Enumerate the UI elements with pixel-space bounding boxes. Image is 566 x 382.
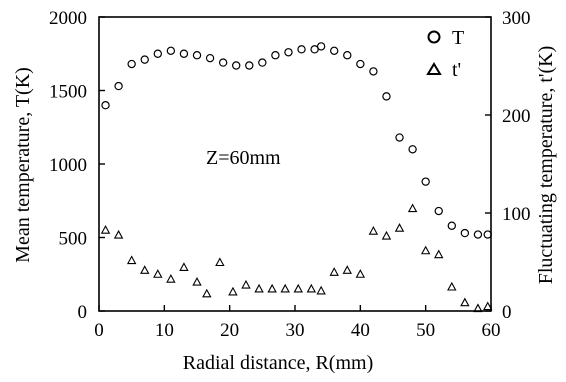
data-point-t	[114, 81, 123, 91]
data-point-t	[205, 53, 215, 63]
data-point-tprime	[407, 203, 418, 213]
data-point-tprime	[153, 269, 163, 278]
data-point-tprime	[267, 283, 277, 293]
data-point-t	[153, 49, 162, 58]
data-point-tprime	[355, 269, 366, 278]
plot-frame	[98, 16, 492, 312]
x-tick-label: 10	[155, 320, 174, 341]
legend-marker-t	[427, 30, 441, 44]
y2-tick-label: 100	[502, 204, 531, 225]
data-point-tprime	[329, 267, 339, 276]
y-tick-label: 500	[59, 229, 88, 250]
x-axis-title: Radial distance, R(mm)	[183, 352, 374, 374]
y2-tick-label: 300	[502, 8, 531, 29]
data-point-t	[483, 230, 492, 239]
data-point-t	[140, 55, 149, 64]
x-tick-label: 0	[94, 320, 104, 341]
legend-label-t: T	[452, 27, 464, 49]
data-point-t	[166, 46, 176, 56]
y-tick-label: 2000	[49, 8, 87, 29]
data-point-t	[369, 67, 378, 76]
data-point-tprime	[254, 283, 264, 293]
data-point-t	[434, 206, 443, 216]
data-point-tprime	[113, 229, 124, 239]
data-point-tprime	[483, 301, 493, 311]
data-point-tprime	[306, 283, 317, 293]
data-point-t	[101, 100, 110, 110]
data-point-tprime	[100, 225, 111, 234]
data-point-t	[218, 58, 228, 67]
data-point-t	[421, 177, 430, 186]
y-tick-label: 0	[78, 302, 88, 323]
data-point-t	[179, 49, 189, 58]
annotation-label: Z=60mm	[206, 147, 281, 169]
data-point-tprime	[241, 279, 251, 289]
data-point-tprime	[280, 283, 290, 293]
data-point-tprime	[434, 249, 444, 259]
y2-tick-label: 0	[502, 302, 512, 323]
x-tick-label: 40	[351, 320, 370, 341]
plot-border	[98, 16, 492, 312]
data-point-tprime	[447, 281, 457, 291]
data-point-tprime	[166, 274, 176, 283]
data-point-t	[271, 51, 280, 60]
legend-label-tprime: t'	[452, 59, 461, 81]
y-axis-title: Mean temperature, T(K)	[12, 67, 34, 263]
y2-tick-label: 200	[502, 106, 531, 127]
data-point-t	[245, 61, 254, 70]
legend-marker-tprime	[426, 62, 442, 75]
data-point-t	[343, 51, 352, 60]
data-point-t	[316, 42, 326, 51]
data-point-tprime	[368, 225, 379, 235]
data-point-tprime	[473, 303, 483, 313]
data-points	[100, 42, 493, 313]
data-point-t	[356, 59, 365, 69]
legend: T t'	[426, 27, 464, 81]
data-point-t	[330, 46, 339, 56]
data-point-t	[382, 92, 391, 101]
y-tick-label: 1000	[49, 155, 87, 176]
data-point-tprime	[228, 286, 238, 296]
data-point-t	[460, 228, 470, 238]
y-tick-label: 1500	[49, 82, 87, 103]
data-point-t	[258, 58, 267, 67]
data-point-tprime	[394, 223, 405, 232]
x-tick-label: 30	[286, 320, 305, 341]
x-tick-label: 20	[220, 320, 239, 341]
data-point-t	[408, 145, 417, 154]
x-tick-label: 50	[416, 320, 435, 341]
data-point-t	[231, 61, 241, 70]
data-point-tprime	[293, 283, 303, 293]
data-point-tprime	[126, 255, 137, 265]
data-point-tprime	[342, 265, 352, 274]
data-point-t	[284, 48, 293, 57]
data-point-tprime	[192, 276, 202, 286]
data-point-t	[395, 133, 404, 142]
data-point-tprime	[316, 285, 326, 295]
data-point-t	[192, 51, 202, 60]
data-point-tprime	[202, 288, 212, 298]
data-point-tprime	[215, 257, 225, 267]
data-point-t	[447, 221, 456, 230]
data-point-tprime	[420, 245, 431, 255]
data-point-t	[127, 59, 136, 69]
data-point-tprime	[460, 297, 470, 307]
data-point-tprime	[381, 230, 392, 240]
data-point-t	[297, 45, 306, 54]
data-point-t	[473, 230, 483, 239]
x-tick-label: 60	[482, 320, 501, 341]
y2-axis-title: Fluctuating temperature, t'(K)	[535, 46, 557, 285]
data-point-tprime	[179, 262, 189, 271]
data-point-tprime	[140, 265, 150, 274]
